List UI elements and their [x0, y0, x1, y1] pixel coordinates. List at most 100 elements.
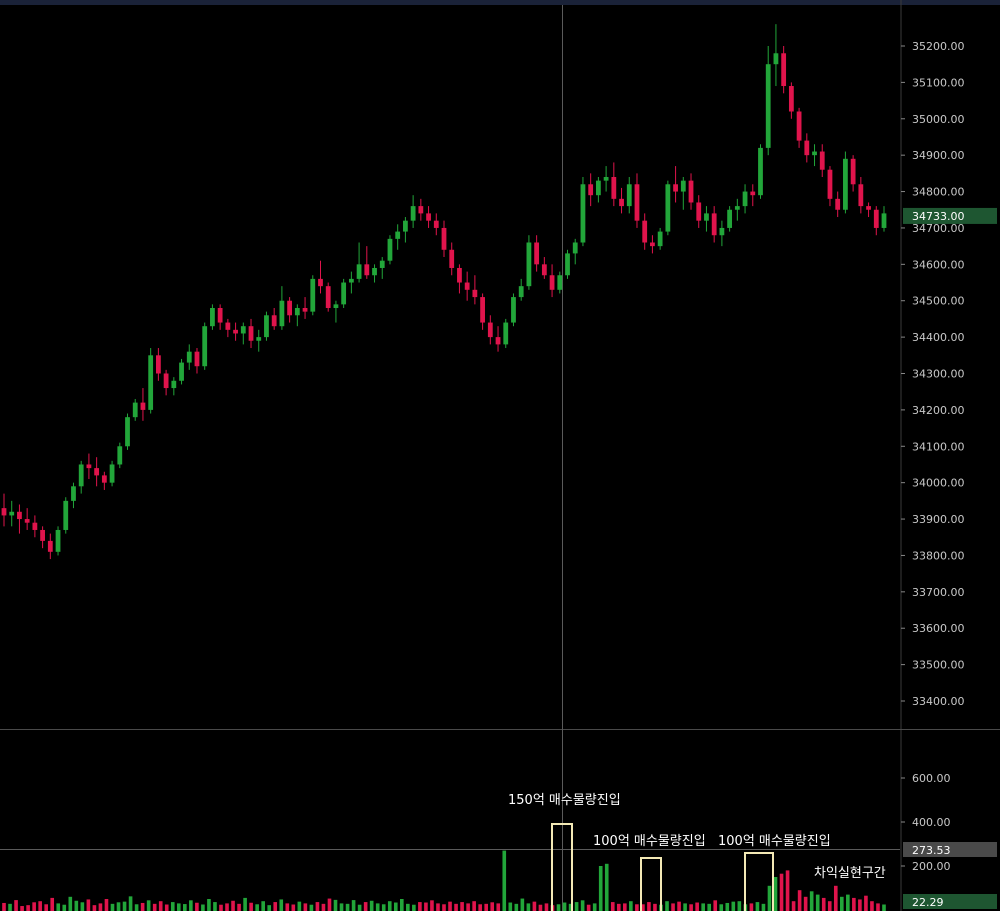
volume-bar	[713, 900, 718, 911]
volume-bar	[393, 902, 398, 911]
volume-bar	[104, 899, 109, 911]
candle-body	[32, 522, 38, 530]
volume-bar	[56, 903, 61, 911]
volume-bar	[502, 850, 507, 911]
annotation-box	[640, 857, 662, 911]
volume-bar	[387, 901, 392, 911]
price-tick-label: 34100.00	[912, 440, 965, 453]
annotation-box	[551, 823, 573, 911]
candle-body	[881, 213, 887, 228]
candle-body	[688, 180, 694, 203]
volume-bar	[870, 901, 874, 911]
volume-bar	[574, 902, 579, 911]
candle-body	[580, 184, 586, 243]
candle-body	[464, 282, 470, 290]
volume-bar	[369, 900, 374, 911]
candle-body	[557, 275, 563, 290]
volume-bar	[526, 903, 531, 911]
candle-body	[804, 140, 810, 156]
volume-bar	[677, 901, 681, 911]
volume-bar	[279, 899, 284, 911]
candle-body	[835, 198, 841, 210]
candle-body	[734, 206, 740, 210]
price-tick-label: 33600.00	[912, 622, 965, 635]
volume-bar	[285, 903, 290, 911]
price-tick-label: 34900.00	[912, 149, 965, 162]
candle-body	[387, 238, 393, 261]
candle-body	[248, 326, 254, 341]
volume-bar	[520, 898, 525, 911]
candle-body	[179, 362, 184, 381]
volume-bar	[797, 890, 802, 911]
candle-body	[503, 322, 509, 345]
candle-body	[680, 180, 686, 192]
volume-bar	[412, 904, 416, 911]
volume-bar	[255, 904, 259, 911]
volume-bar	[110, 903, 115, 911]
volume-bar	[755, 902, 760, 911]
volume-bar	[231, 900, 235, 911]
candle-body	[511, 297, 516, 323]
volume-bar	[62, 904, 67, 911]
candle-body	[155, 355, 161, 374]
volume-bar	[833, 885, 838, 911]
volume-bar	[237, 903, 241, 911]
candle-body	[40, 529, 45, 541]
last-volume-badge	[903, 894, 997, 909]
volume-bar	[357, 904, 362, 911]
volume-bar	[225, 903, 229, 911]
volume-bar	[707, 903, 712, 911]
volume-bar	[430, 900, 434, 911]
volume-tick-label: 400.00	[912, 816, 951, 829]
volume-bar	[803, 896, 808, 911]
candle-body	[572, 242, 578, 254]
price-tick-label: 34500.00	[912, 295, 965, 308]
volume-bar	[98, 903, 103, 911]
candle-body	[843, 158, 848, 210]
volume-bar	[303, 903, 308, 911]
volume-bar	[297, 901, 302, 911]
volume-bar	[418, 902, 422, 911]
candle-body	[63, 500, 69, 530]
candle-body	[750, 191, 756, 196]
volume-bar	[134, 904, 139, 911]
price-tick-label: 34700.00	[912, 222, 965, 235]
candle-body	[549, 275, 555, 290]
candle-body	[495, 337, 501, 345]
price-tick-label: 34600.00	[912, 258, 965, 271]
volume-bar	[761, 903, 766, 911]
volume-bar	[351, 900, 356, 911]
price-tick-label: 35000.00	[912, 113, 965, 126]
candle-body	[796, 111, 802, 141]
price-tick-label: 34200.00	[912, 404, 965, 417]
price-tick-label: 33800.00	[912, 549, 965, 562]
candle-body	[634, 184, 640, 221]
candle-body	[341, 282, 347, 305]
candle-body	[588, 184, 594, 196]
volume-bar	[629, 901, 633, 911]
volume-bar	[375, 903, 380, 911]
candle-body	[642, 220, 648, 243]
last-volume-label: 22.29	[912, 896, 944, 909]
volume-bar	[779, 873, 784, 911]
volume-bar	[858, 899, 862, 911]
volume-bar	[809, 891, 814, 911]
volume-bar	[38, 901, 42, 911]
candle-body	[711, 213, 717, 236]
volume-bar	[846, 894, 850, 911]
volume-bar	[321, 903, 326, 911]
candle-body	[673, 184, 678, 192]
candle-body	[210, 308, 215, 327]
candle-body	[78, 464, 84, 487]
volume-bar	[219, 904, 223, 911]
candle-body	[186, 351, 192, 363]
volume-bar	[201, 904, 205, 911]
volume-bar	[532, 901, 537, 911]
volume-bar	[363, 902, 368, 911]
candle-body	[132, 402, 138, 418]
candle-body	[140, 402, 146, 410]
annotation-box	[744, 852, 774, 911]
volume-bar	[580, 900, 585, 911]
